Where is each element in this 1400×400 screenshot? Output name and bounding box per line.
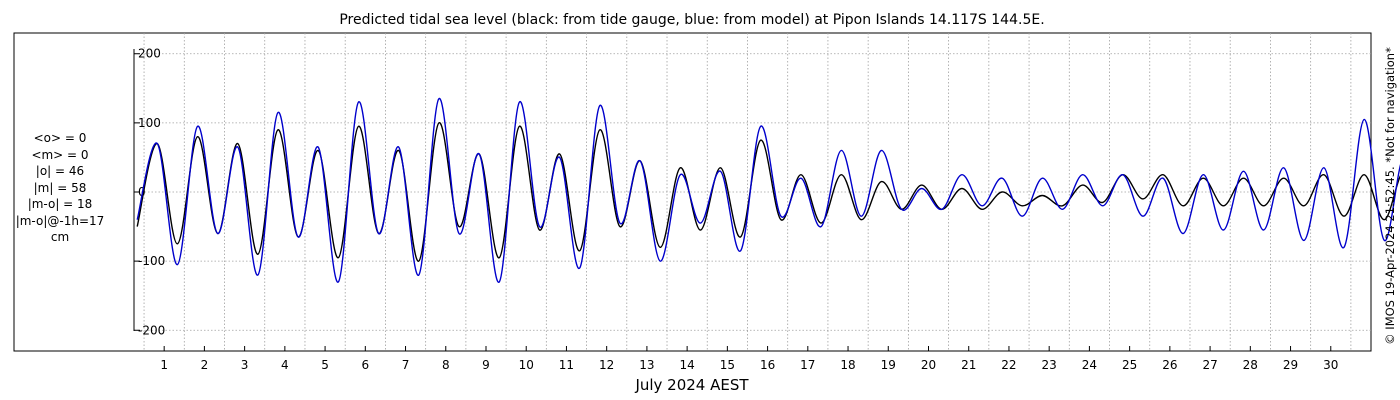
x-tick-label: 19 xyxy=(881,358,896,372)
x-tick-label: 3 xyxy=(241,358,249,372)
y-tick-label: 100 xyxy=(138,116,161,130)
x-tick-label: 27 xyxy=(1202,358,1217,372)
x-tick-label: 18 xyxy=(840,358,855,372)
x-tick-label: 25 xyxy=(1122,358,1137,372)
stat-abs-model: |m| = 58 xyxy=(33,180,87,195)
x-tick-label: 9 xyxy=(482,358,490,372)
chart-title: Predicted tidal sea level (black: from t… xyxy=(339,12,1044,28)
stat-mean-observed: <o> = 0 xyxy=(33,131,87,145)
stat-abs-diff-lag: |m-o|@-1h=17 xyxy=(15,213,105,228)
grid-lines xyxy=(134,33,1371,351)
x-tick-label: 28 xyxy=(1243,358,1258,372)
stat-unit: cm xyxy=(50,230,70,244)
x-tick-label: 21 xyxy=(961,358,976,372)
y-ticks: -200 -100 0 100 200 xyxy=(134,47,165,337)
x-tick-label: 2 xyxy=(201,358,209,372)
x-tick-label: 11 xyxy=(559,358,574,372)
series-lines xyxy=(136,97,1400,283)
x-tick-label: 14 xyxy=(679,358,694,372)
x-tick-label: 15 xyxy=(720,358,735,372)
x-tick-label: 12 xyxy=(599,358,614,372)
x-ticks: 1 2 3 4 5 6 7 8 9 10 11 12 13 14 15 16 17 18 19 20 21 22 23 24 2… xyxy=(160,346,1338,372)
x-tick-label: 13 xyxy=(639,358,654,372)
y-tick-label: -200 xyxy=(138,323,165,337)
x-tick-label: 1 xyxy=(160,358,168,372)
y-tick-label: -100 xyxy=(138,254,165,268)
x-tick-label: 26 xyxy=(1162,358,1177,372)
x-tick-label: 10 xyxy=(519,358,534,372)
x-tick-label: 17 xyxy=(800,358,815,372)
series-line-model xyxy=(136,97,1400,283)
y-tick-label: 200 xyxy=(138,47,161,61)
x-tick-label: 7 xyxy=(402,358,410,372)
x-tick-label: 30 xyxy=(1323,358,1338,372)
x-tick-label: 20 xyxy=(921,358,936,372)
x-tick-label: 6 xyxy=(361,358,369,372)
copyright-notice: © IMOS 19-Apr-2024 21:52:45. *Not for na… xyxy=(1383,47,1397,345)
x-tick-label: 22 xyxy=(1001,358,1016,372)
stats-panel: <o> = 0 <m> = 0 |o| = 46 |m| = 58 |m-o| … xyxy=(0,130,120,246)
stat-abs-observed: |o| = 46 xyxy=(35,164,85,178)
x-tick-label: 29 xyxy=(1283,358,1298,372)
stat-abs-diff: |m-o| = 18 xyxy=(27,197,93,211)
series-line-observed xyxy=(136,122,1400,262)
x-tick-label: 24 xyxy=(1082,358,1097,372)
x-tick-label: 23 xyxy=(1042,358,1057,372)
x-tick-label: 16 xyxy=(760,358,775,372)
x-tick-label: 5 xyxy=(321,358,329,372)
y-tick-label: 0 xyxy=(138,185,146,199)
x-tick-label: 4 xyxy=(281,358,289,372)
x-tick-label: 8 xyxy=(442,358,450,372)
stat-mean-model: <m> = 0 xyxy=(31,147,89,162)
x-axis-label: July 2024 AEST xyxy=(634,376,749,394)
